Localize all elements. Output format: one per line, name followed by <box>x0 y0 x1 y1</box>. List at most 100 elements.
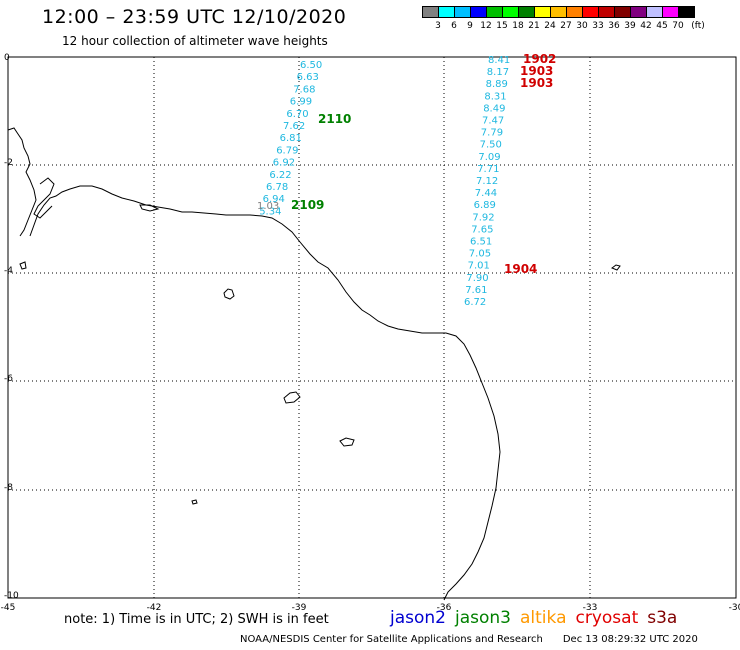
color-scale-labels: 3 6 9 12 15 18 21 24 27 30 33 36 39 42 45 70 (ft) <box>422 21 740 33</box>
track-value: 7.50 <box>480 140 502 151</box>
island-1 <box>223 288 235 300</box>
scale-label: 45 <box>656 21 668 31</box>
track-value: 6.99 <box>290 97 312 108</box>
track-value: 6.63 <box>297 72 319 83</box>
track-value: 7.12 <box>476 176 498 187</box>
track-value: 7.09 <box>478 152 500 163</box>
track-value: 5.34 <box>259 206 281 217</box>
track-value: 6.81 <box>280 133 302 144</box>
track-value: 7.05 <box>469 249 491 260</box>
scale-label: 33 <box>592 21 604 31</box>
scale-label: 70 <box>672 21 684 31</box>
x-tick-label: -30 <box>729 603 740 613</box>
track-value: 7.92 <box>472 212 494 223</box>
scale-label: 21 <box>528 21 540 31</box>
coastline-main <box>29 185 501 601</box>
scale-label: 9 <box>467 21 473 31</box>
track-value: 6.50 <box>300 60 322 71</box>
track-value: 7.47 <box>482 116 504 127</box>
track-value: 7.62 <box>283 121 305 132</box>
footer-note: note: 1) Time is in UTC; 2) SWH is in fe… <box>64 612 329 627</box>
track-time-label: 2110 <box>318 112 351 126</box>
track-value: 6.89 <box>474 200 496 211</box>
x-tick-label: -36 <box>437 603 452 613</box>
scale-label: 12 <box>480 21 492 31</box>
track-value: 6.51 <box>470 237 492 248</box>
track-value: 6.72 <box>464 297 486 308</box>
scale-label: 6 <box>451 21 457 31</box>
track-value: 7.65 <box>471 224 493 235</box>
track-value: 7.71 <box>477 164 499 175</box>
track-value: 8.17 <box>487 67 509 78</box>
coastline-northwest <box>7 127 37 237</box>
scale-label: 36 <box>608 21 620 31</box>
y-tick-label: -8 <box>4 483 13 493</box>
track-value: 6.78 <box>266 182 288 193</box>
y-tick-label: -2 <box>4 158 13 168</box>
scale-label: (ft) <box>691 21 705 31</box>
track-value: 6.94 <box>263 194 285 205</box>
coastline <box>7 127 621 601</box>
grid-lines <box>8 57 736 598</box>
track-value: 6.22 <box>269 170 291 181</box>
y-tick-label: -10 <box>4 591 19 601</box>
track-value: 1.03 <box>257 201 279 212</box>
satellite-jason2: jason2 <box>390 608 446 628</box>
coastline-west-bay <box>33 177 55 219</box>
track-value: 7.44 <box>475 188 497 199</box>
satellite-legend: jason2 jason3 altika cryosat s3a <box>390 608 686 628</box>
scale-label: 27 <box>560 21 572 31</box>
track-value: 7.68 <box>293 84 315 95</box>
axis-labels: -45 -42 -39 -36 -33 -30 0 -2 -4 -6 -8 -10 <box>1 53 740 613</box>
map-title: 12:00 – 23:59 UTC 12/10/2020 <box>42 6 347 28</box>
track-value: 8.31 <box>484 91 506 102</box>
track-time-label: 2109 <box>291 198 324 212</box>
x-tick-label: -42 <box>147 603 162 613</box>
x-tick-label: -39 <box>292 603 307 613</box>
island-3 <box>339 437 355 447</box>
scale-label: 39 <box>624 21 636 31</box>
scale-swatch <box>678 6 695 18</box>
island-5 <box>19 261 27 270</box>
footer-credit: NOAA/NESDIS Center for Satellite Applica… <box>240 634 698 645</box>
x-tick-label: -45 <box>1 603 16 613</box>
track-value: 6.70 <box>286 109 308 120</box>
credit-timestamp: Dec 13 08:29:32 UTC 2020 <box>562 634 698 645</box>
map-frame <box>7 56 737 599</box>
track-value: 6.92 <box>273 158 295 169</box>
scale-label: 42 <box>640 21 652 31</box>
map-subtitle: 12 hour collection of altimeter wave hei… <box>62 34 328 48</box>
track-time-label: 1902 <box>523 52 556 66</box>
track-time-label: 1904 <box>504 262 537 276</box>
island-4 <box>191 499 198 505</box>
island-2 <box>283 391 301 404</box>
scale-label: 30 <box>576 21 588 31</box>
island-7 <box>139 204 160 212</box>
satellite-altika: altika <box>520 608 567 628</box>
color-scale <box>422 6 695 18</box>
track-value: 7.90 <box>466 273 488 284</box>
track-value: 7.01 <box>468 261 490 272</box>
track-time-label: 1903 <box>520 64 553 78</box>
y-tick-label: 0 <box>4 53 10 63</box>
scale-label: 3 <box>435 21 441 31</box>
track-time-label: 1903 <box>520 76 553 90</box>
scale-label: 24 <box>544 21 556 31</box>
track-value: 8.49 <box>483 103 505 114</box>
island-6 <box>610 264 621 271</box>
satellite-s3a: s3a <box>647 608 678 628</box>
y-tick-label: -4 <box>4 266 13 276</box>
scale-label: 15 <box>496 21 508 31</box>
satellite-jason3: jason3 <box>455 608 511 628</box>
track-value: 7.61 <box>465 285 487 296</box>
track-value: 7.79 <box>481 128 503 139</box>
altimeter-tracks: 6.506.637.68 6.996.707.626.816.79 6.926.22… <box>257 52 556 308</box>
track-value: 8.89 <box>486 79 508 90</box>
track-value: 8.41 <box>488 55 510 66</box>
satellite-cryosat: cryosat <box>575 608 639 628</box>
scale-label: 18 <box>512 21 524 31</box>
track-value: 6.79 <box>276 145 298 156</box>
x-tick-label: -33 <box>583 603 598 613</box>
y-tick-label: -6 <box>4 374 13 384</box>
